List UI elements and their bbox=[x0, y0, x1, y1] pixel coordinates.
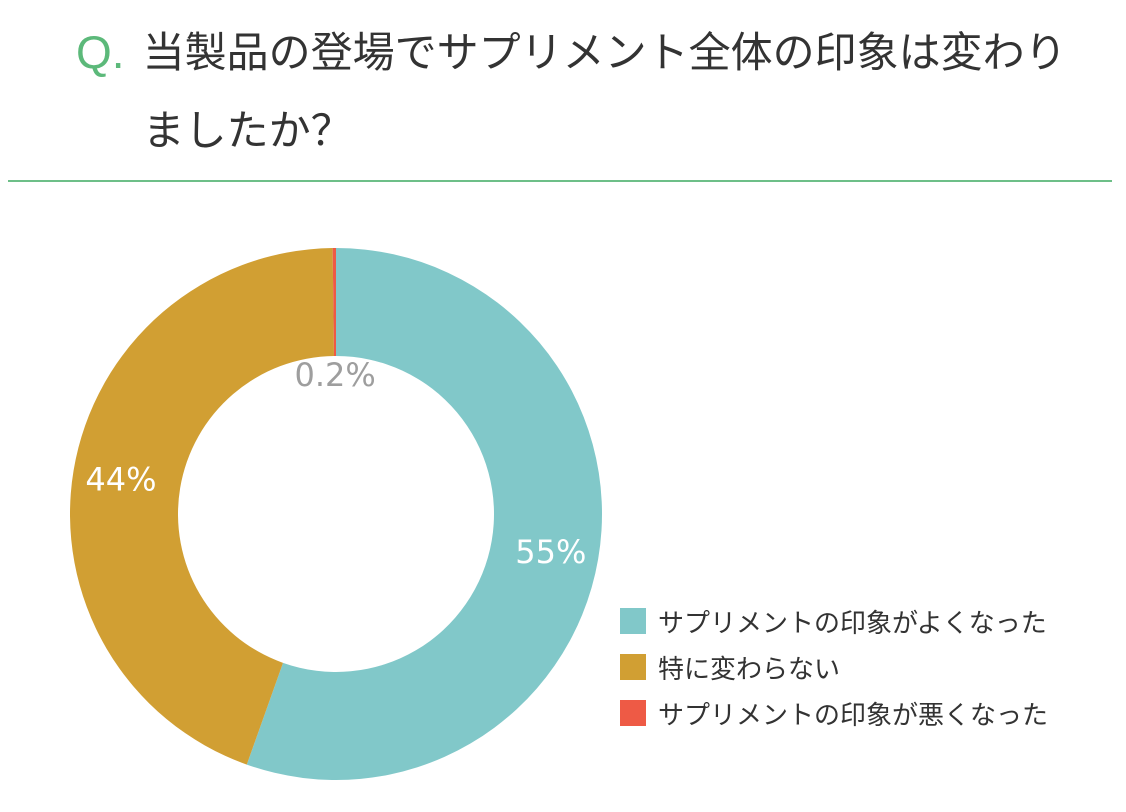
slice-positive bbox=[246, 248, 603, 780]
divider-line bbox=[8, 180, 1112, 182]
legend-item-unchanged: 特に変わらない bbox=[620, 644, 1100, 690]
slice-unchanged bbox=[70, 248, 334, 765]
slice-label-unchanged: 44% bbox=[85, 460, 156, 498]
legend-swatch bbox=[620, 608, 646, 634]
slice-label-negative: 0.2% bbox=[294, 356, 375, 394]
legend-item-negative: サプリメントの印象が悪くなった bbox=[620, 690, 1100, 736]
question-text: 当製品の登場でサプリメント全体の印象は変わりましたか？ bbox=[142, 28, 1067, 155]
legend-label: サプリメントの印象がよくなった bbox=[658, 608, 1047, 639]
legend-swatch bbox=[620, 654, 646, 680]
legend-label: 特に変わらない bbox=[658, 654, 841, 685]
slice-negative bbox=[332, 248, 336, 357]
legend-label: サプリメントの印象が悪くなった bbox=[658, 700, 1049, 731]
legend-item-positive: サプリメントの印象がよくなった bbox=[620, 598, 1100, 644]
question-mark: Q. bbox=[76, 26, 125, 78]
chart-legend: サプリメントの印象がよくなった 特に変わらないサプリメントの印象が悪くなった bbox=[620, 598, 1100, 736]
legend-swatch bbox=[620, 700, 646, 726]
question-header: Q. 当製品の登場でサプリメント全体の印象は変わりましたか？ bbox=[76, 14, 1086, 170]
chart-labels: 55% 44% 0.2% bbox=[85, 356, 586, 571]
slice-label-positive: 55% bbox=[515, 533, 586, 571]
chart-slices bbox=[70, 248, 603, 780]
